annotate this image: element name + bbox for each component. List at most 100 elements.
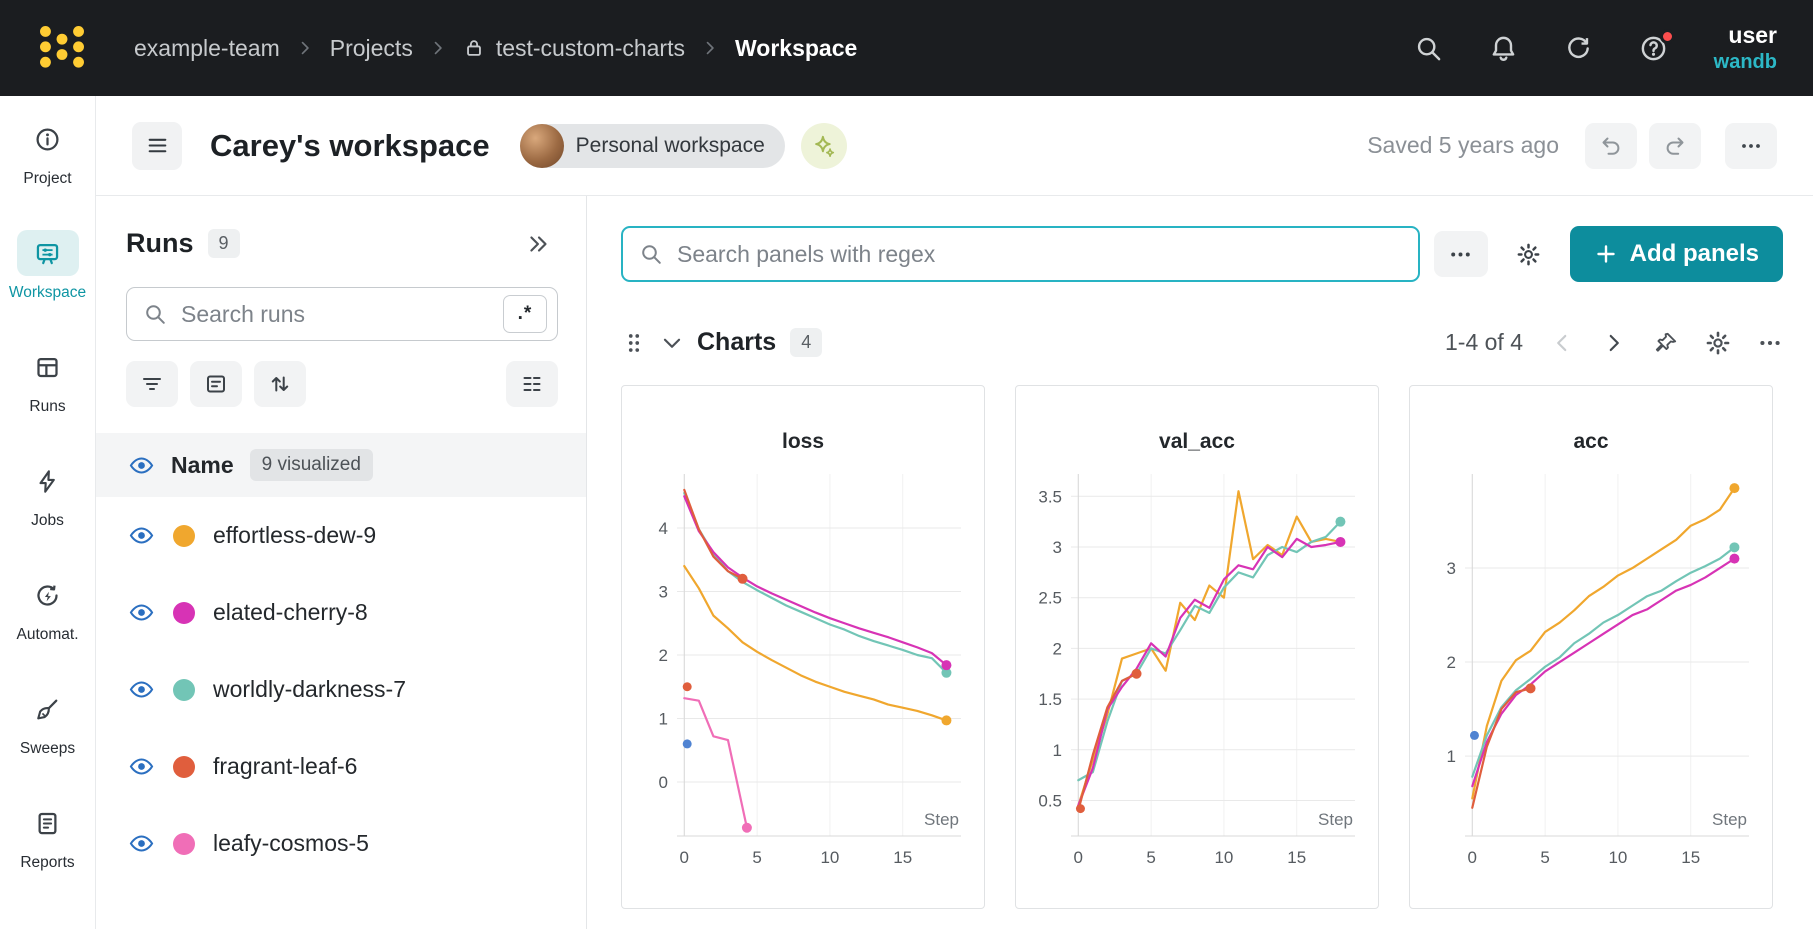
panel-search-input[interactable] <box>675 239 1402 269</box>
sidebar-item-workspace[interactable]: Workspace <box>0 230 95 333</box>
visibility-eye-icon[interactable] <box>128 753 155 780</box>
panel-search-box <box>621 226 1420 282</box>
sidebar-item-sweeps[interactable]: Sweeps <box>0 686 95 789</box>
svg-text:0: 0 <box>680 848 689 867</box>
columns-icon <box>520 372 544 396</box>
chart-panel-val-acc[interactable]: val_acc 0.5 1 1.5 2 2.5 3 3.5 0 5 10 15 Step <box>1015 385 1379 909</box>
run-name[interactable]: fragrant-leaf-6 <box>213 753 358 779</box>
breadcrumb-workspace[interactable]: Workspace <box>734 34 858 61</box>
undo-icon <box>1599 134 1623 158</box>
val-acc-chart: 0.5 1 1.5 2 2.5 3 3.5 0 5 10 15 Step <box>1038 474 1355 867</box>
breadcrumb-team[interactable]: example-team <box>134 34 280 61</box>
svg-text:10: 10 <box>820 848 839 867</box>
runs-panel: Runs 9 .* Name <box>96 196 587 929</box>
user-menu[interactable]: user wandb <box>1714 21 1777 75</box>
run-row[interactable]: worldly-darkness-7 <box>96 651 586 728</box>
wandb-logo-icon[interactable] <box>36 22 88 74</box>
workspace-header: Carey's workspace Personal workspace Sav… <box>96 96 1813 196</box>
sidebar-item-project[interactable]: Project <box>0 116 95 219</box>
toggle-all-visibility-eye-icon[interactable] <box>128 452 155 479</box>
charts-section-title: Charts <box>697 328 777 356</box>
run-row[interactable]: fragrant-leaf-6 <box>96 728 586 805</box>
run-name[interactable]: leafy-cosmos-5 <box>213 830 369 856</box>
svg-text:1: 1 <box>1053 741 1062 760</box>
sidebar-item-runs[interactable]: Runs <box>0 344 95 447</box>
filter-icon <box>140 372 164 396</box>
breadcrumb-project-name[interactable]: test-custom-charts <box>495 34 685 61</box>
chart-panel-acc[interactable]: acc 1 2 3 0 5 10 15 Step <box>1409 385 1773 909</box>
run-color-dot <box>173 832 195 855</box>
workspace-type-badge[interactable]: Personal workspace <box>519 123 785 168</box>
svg-text:10: 10 <box>1214 848 1233 867</box>
svg-text:3: 3 <box>659 582 668 601</box>
chart-panel-loss[interactable]: loss 0 1 2 3 4 0 5 10 15 Step <box>621 385 985 909</box>
previous-page-icon[interactable] <box>1549 330 1575 356</box>
notification-dot <box>1659 28 1675 44</box>
chart-title: acc <box>1573 430 1609 453</box>
panels-overflow-button[interactable] <box>1433 231 1488 277</box>
svg-text:1: 1 <box>659 710 668 729</box>
run-color-dot <box>173 601 195 624</box>
collapse-runs-button[interactable] <box>520 230 558 258</box>
svg-text:Step: Step <box>1712 810 1747 829</box>
breadcrumb-separator-icon <box>700 38 720 58</box>
overflow-icon <box>1739 134 1763 158</box>
group-runs-button[interactable] <box>190 361 242 407</box>
overflow-icon[interactable] <box>1757 330 1783 356</box>
add-panels-button[interactable]: Add panels <box>1569 226 1783 282</box>
runs-table-header[interactable]: Name 9 visualized <box>96 433 586 497</box>
drag-handle-icon[interactable] <box>621 330 647 356</box>
workspace-overflow-button[interactable] <box>1725 122 1777 169</box>
breadcrumb-projects[interactable]: Projects <box>329 34 413 61</box>
gear-icon[interactable] <box>1705 330 1731 356</box>
sort-runs-button[interactable] <box>254 361 306 407</box>
visibility-eye-icon[interactable] <box>128 676 155 703</box>
refresh-icon[interactable] <box>1564 34 1593 63</box>
report-icon <box>17 800 79 846</box>
saved-status: Saved 5 years ago <box>1367 132 1559 158</box>
svg-text:0: 0 <box>659 773 668 792</box>
run-row[interactable]: leafy-cosmos-5 <box>96 805 586 882</box>
sparkle-button[interactable] <box>800 122 847 169</box>
help-button[interactable] <box>1639 28 1675 63</box>
visibility-eye-icon[interactable] <box>128 522 155 549</box>
bell-icon[interactable] <box>1489 34 1518 63</box>
redo-button[interactable] <box>1649 122 1701 169</box>
undo-button[interactable] <box>1585 122 1637 169</box>
run-row[interactable]: effortless-dew-9 <box>96 497 586 574</box>
workspace-icon <box>16 230 79 276</box>
visibility-eye-icon[interactable] <box>128 599 155 626</box>
svg-text:2: 2 <box>1447 653 1456 672</box>
chart-title: loss <box>781 430 825 453</box>
visibility-eye-icon[interactable] <box>128 830 155 857</box>
sidebar-item-automat[interactable]: Automat. <box>0 572 95 675</box>
columns-button[interactable] <box>506 361 558 407</box>
sidebar-item-jobs[interactable]: Jobs <box>0 458 95 561</box>
page-title: Carey's workspace <box>210 127 490 163</box>
name-column-header: Name <box>171 451 234 478</box>
search-icon[interactable] <box>1414 34 1443 63</box>
run-name[interactable]: worldly-darkness-7 <box>213 676 407 702</box>
pagination-label: 1-4 of 4 <box>1445 329 1523 355</box>
search-icon <box>143 302 167 326</box>
next-page-icon[interactable] <box>1601 330 1627 356</box>
redo-icon <box>1663 134 1687 158</box>
pin-icon[interactable] <box>1653 330 1679 356</box>
svg-text:1: 1 <box>1447 747 1456 766</box>
svg-text:Step: Step <box>1318 810 1353 829</box>
workspace-menu-button[interactable] <box>132 121 182 170</box>
run-name[interactable]: effortless-dew-9 <box>213 522 377 548</box>
svg-text:2: 2 <box>1053 639 1062 658</box>
gear-icon <box>1516 242 1541 267</box>
regex-toggle-button[interactable]: .* <box>503 295 547 333</box>
svg-text:4: 4 <box>659 519 668 538</box>
chevron-down-icon[interactable] <box>659 330 685 356</box>
run-color-dot <box>173 755 195 778</box>
run-name[interactable]: elated-cherry-8 <box>213 599 368 625</box>
filter-runs-button[interactable] <box>126 361 178 407</box>
run-row[interactable]: elated-cherry-8 <box>96 574 586 651</box>
svg-text:3: 3 <box>1447 559 1456 578</box>
runs-search-input[interactable] <box>179 299 491 329</box>
sidebar-item-reports[interactable]: Reports <box>0 800 95 903</box>
panels-settings-button[interactable] <box>1502 231 1556 277</box>
